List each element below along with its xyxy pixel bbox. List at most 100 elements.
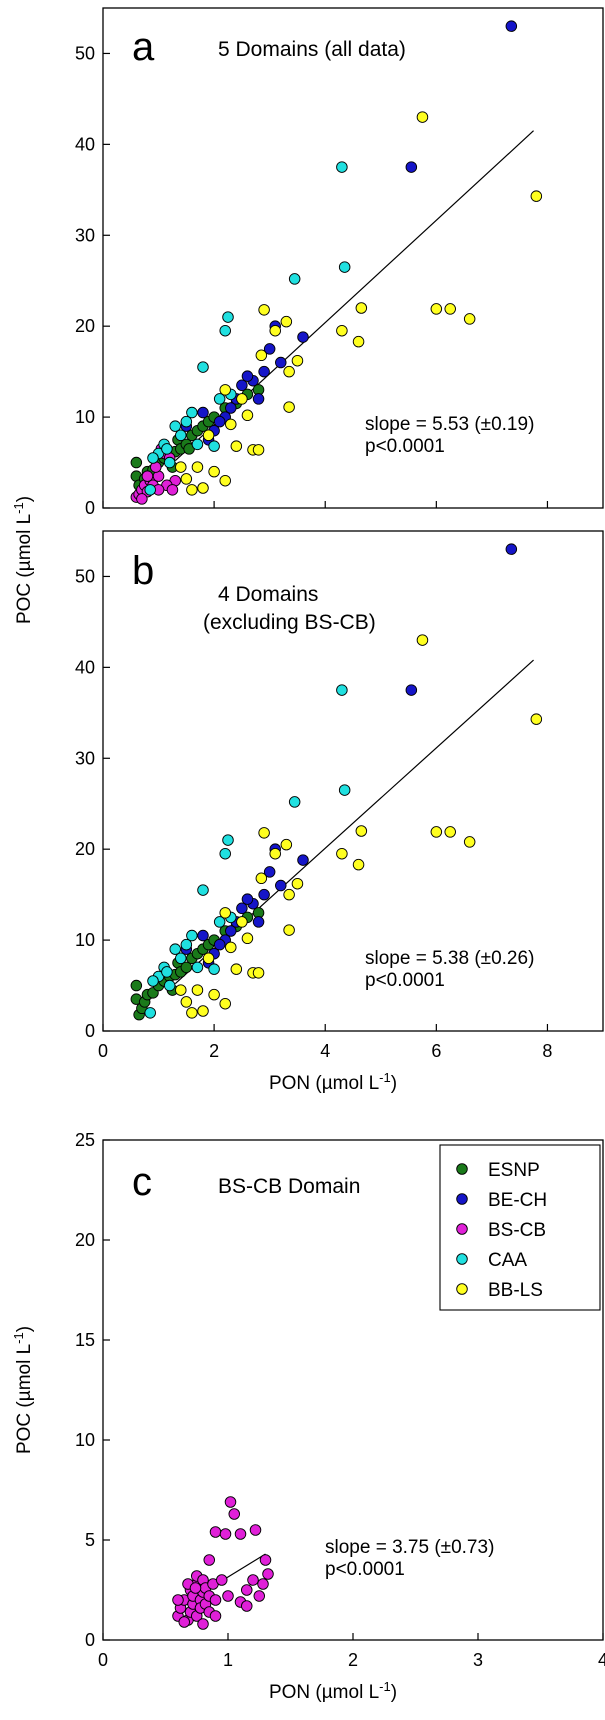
data-point <box>222 311 234 323</box>
data-point <box>209 1594 222 1606</box>
legend-marker <box>456 1283 468 1295</box>
data-point <box>297 331 309 343</box>
data-point <box>262 1568 274 1580</box>
data-point <box>355 302 368 314</box>
data-point <box>258 304 270 316</box>
data-point <box>463 313 476 325</box>
legend-label: BS-CB <box>488 1220 546 1241</box>
series-be-ch <box>180 543 518 969</box>
data-point <box>405 684 418 696</box>
panel-b: 0 10 20 30 40 50 0 2 4 6 8 b 4 Domains (excluding BS-… <box>75 530 604 1094</box>
data-point <box>288 273 301 285</box>
data-point <box>240 1600 253 1612</box>
data-point <box>147 975 159 987</box>
data-point <box>283 365 295 378</box>
data-point <box>255 349 268 362</box>
p-value-annotation: p<0.0001 <box>365 436 445 457</box>
data-point <box>240 1584 253 1596</box>
legend-marker <box>456 1223 468 1235</box>
data-point <box>213 393 226 405</box>
data-point <box>213 916 226 928</box>
data-point <box>191 984 204 996</box>
x-axis-label: PON (µmol L-1) <box>269 1679 397 1703</box>
data-point <box>163 979 176 992</box>
legend-marker <box>456 1193 468 1205</box>
data-point <box>175 461 187 473</box>
data-point <box>215 1574 228 1586</box>
data-point <box>191 438 204 451</box>
data-point <box>197 1618 209 1630</box>
slope-annotation: slope = 5.38 (±0.26) <box>365 948 534 969</box>
data-point <box>257 1578 269 1590</box>
data-point <box>355 825 368 837</box>
series-caa <box>144 684 351 1019</box>
series-bb-ls <box>175 634 543 1019</box>
data-point <box>186 484 198 496</box>
data-point <box>430 303 443 315</box>
series-caa <box>144 161 351 496</box>
y-tick-label: 10 <box>75 407 95 427</box>
data-point <box>208 440 220 452</box>
series-bb-ls <box>175 111 543 496</box>
data-point <box>252 444 265 456</box>
data-point <box>197 482 209 494</box>
data-point <box>283 924 295 936</box>
y-tick-label: 50 <box>75 43 95 63</box>
data-point <box>225 941 237 954</box>
data-point <box>291 354 304 367</box>
data-point <box>191 461 204 473</box>
panel-c: 0 5 10 15 20 25 0 1 2 3 4 c BS-CB Domain slope = 3.75… <box>11 1130 605 1703</box>
data-point <box>161 443 173 455</box>
y-tick-label: 40 <box>75 657 95 677</box>
data-point <box>280 315 293 328</box>
data-point <box>219 1528 232 1540</box>
y-tick-label: 30 <box>75 225 95 245</box>
data-point <box>180 473 193 485</box>
data-point <box>505 20 518 32</box>
data-point <box>219 997 231 1010</box>
data-point <box>236 902 248 915</box>
x-tick-label: 1 <box>223 1650 233 1670</box>
y-axis-label: POC (µmol L-1) <box>11 1326 35 1454</box>
y-tick-label: 0 <box>85 1630 95 1650</box>
data-point <box>186 929 198 942</box>
data-point <box>336 324 348 337</box>
legend-label: BB-LS <box>488 1280 543 1301</box>
data-point <box>180 961 193 974</box>
legend-label: ESNP <box>488 1160 540 1181</box>
data-point <box>180 938 193 951</box>
data-point <box>169 943 181 955</box>
data-point <box>283 888 295 901</box>
data-point <box>241 893 254 905</box>
data-point <box>161 966 173 978</box>
data-point <box>252 967 265 979</box>
data-point <box>505 543 518 555</box>
data-point <box>297 854 309 866</box>
data-point <box>224 1496 237 1508</box>
data-point <box>219 907 231 919</box>
data-point <box>213 415 226 428</box>
data-point <box>191 961 204 974</box>
data-point <box>241 932 254 945</box>
data-point <box>213 938 226 951</box>
data-point <box>430 826 443 838</box>
data-point <box>230 963 243 975</box>
data-point <box>197 406 209 419</box>
data-point <box>258 827 270 839</box>
p-value-annotation: p<0.0001 <box>365 970 445 991</box>
y-label-text: POC (µmol L <box>14 514 35 624</box>
data-point <box>189 1582 202 1594</box>
data-point <box>444 303 456 315</box>
data-point <box>247 1574 259 1586</box>
x-tick-label: 2 <box>209 1041 219 1061</box>
panel-letter: c <box>132 1160 152 1204</box>
data-point <box>130 979 143 992</box>
x-tick-label: 4 <box>598 1650 605 1670</box>
data-point <box>416 111 429 123</box>
series-be-ch <box>180 20 518 446</box>
data-point <box>130 456 143 469</box>
legend-marker <box>456 1163 468 1175</box>
data-point <box>263 343 276 355</box>
data-point <box>530 713 543 725</box>
x-tick-label: 0 <box>98 1650 108 1670</box>
